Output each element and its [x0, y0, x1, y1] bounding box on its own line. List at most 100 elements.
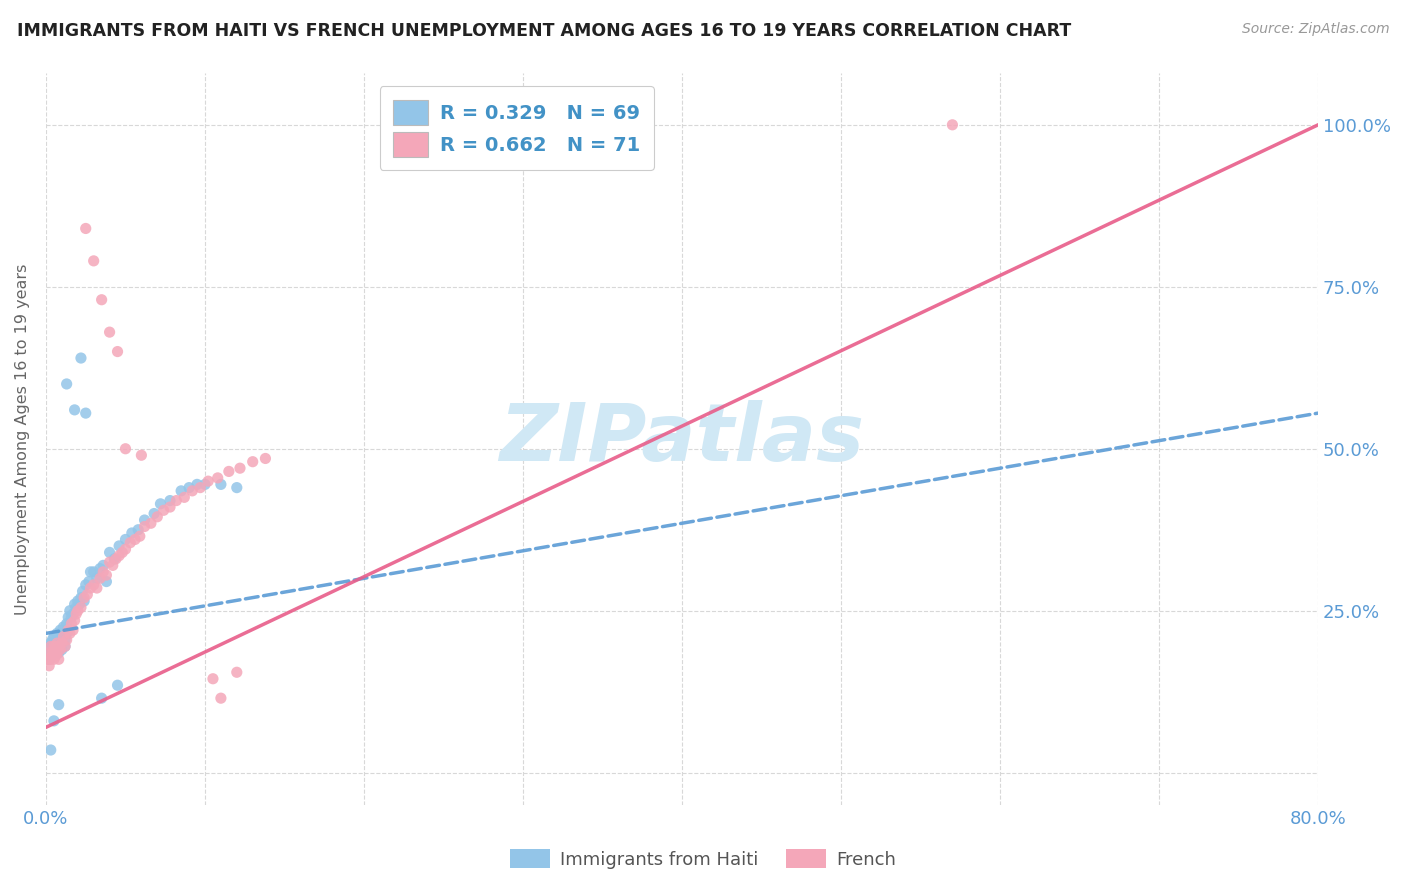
Point — [65, 607, 87, 621]
Point — [173, 491, 195, 505]
Point — [44, 640, 66, 654]
Point — [44, 636, 66, 650]
Point — [48, 632, 70, 647]
Point — [41, 646, 63, 660]
Point — [177, 481, 200, 495]
Point — [76, 588, 98, 602]
Point — [91, 565, 114, 579]
Point — [149, 497, 172, 511]
Legend: Immigrants from Haiti, French: Immigrants from Haiti, French — [502, 842, 904, 876]
Point — [146, 509, 169, 524]
Point — [46, 636, 69, 650]
Point — [79, 581, 101, 595]
Point — [121, 526, 143, 541]
Point — [53, 640, 76, 654]
Point — [38, 652, 60, 666]
Point — [89, 571, 111, 585]
Point — [104, 552, 127, 566]
Point — [46, 646, 69, 660]
Point — [60, 610, 83, 624]
Point — [83, 565, 105, 579]
Point — [134, 513, 156, 527]
Point — [139, 516, 162, 531]
Point — [941, 118, 963, 132]
Point — [67, 597, 90, 611]
Point — [46, 626, 69, 640]
Point — [89, 561, 111, 575]
Point — [98, 545, 121, 559]
Point — [134, 519, 156, 533]
Point — [44, 649, 66, 664]
Point — [108, 539, 131, 553]
Point — [83, 578, 105, 592]
Point — [111, 545, 134, 559]
Point — [186, 477, 208, 491]
Point — [42, 714, 65, 728]
Point — [63, 403, 86, 417]
Point — [209, 691, 232, 706]
Point — [181, 483, 204, 498]
Point — [225, 481, 247, 495]
Point — [197, 474, 219, 488]
Legend: R = 0.329   N = 69, R = 0.662   N = 71: R = 0.329 N = 69, R = 0.662 N = 71 — [380, 87, 654, 170]
Point — [242, 455, 264, 469]
Point — [42, 652, 65, 666]
Point — [39, 652, 62, 666]
Point — [38, 658, 60, 673]
Point — [58, 623, 80, 637]
Point — [128, 529, 150, 543]
Point — [59, 604, 82, 618]
Point — [75, 221, 97, 235]
Point — [37, 652, 59, 666]
Point — [51, 636, 73, 650]
Point — [107, 678, 129, 692]
Point — [73, 591, 96, 605]
Point — [194, 477, 217, 491]
Point — [51, 642, 73, 657]
Point — [72, 584, 94, 599]
Point — [124, 533, 146, 547]
Point — [58, 610, 80, 624]
Point — [159, 493, 181, 508]
Point — [63, 614, 86, 628]
Point — [53, 632, 76, 647]
Point — [55, 632, 77, 647]
Point — [41, 632, 63, 647]
Point — [131, 448, 153, 462]
Point — [90, 691, 112, 706]
Point — [98, 325, 121, 339]
Point — [66, 594, 89, 608]
Point — [44, 646, 66, 660]
Point — [120, 535, 142, 549]
Point — [52, 630, 75, 644]
Point — [91, 558, 114, 573]
Point — [63, 597, 86, 611]
Y-axis label: Unemployment Among Ages 16 to 19 years: Unemployment Among Ages 16 to 19 years — [15, 263, 30, 615]
Point — [39, 743, 62, 757]
Point — [48, 698, 70, 712]
Point — [218, 465, 240, 479]
Point — [37, 646, 59, 660]
Text: ZIPatlas: ZIPatlas — [499, 400, 865, 478]
Point — [66, 604, 89, 618]
Point — [201, 672, 224, 686]
Point — [62, 623, 84, 637]
Point — [60, 616, 83, 631]
Point — [41, 642, 63, 657]
Point — [42, 630, 65, 644]
Text: Source: ZipAtlas.com: Source: ZipAtlas.com — [1241, 22, 1389, 37]
Point — [38, 646, 60, 660]
Point — [103, 552, 125, 566]
Point — [90, 293, 112, 307]
Point — [229, 461, 252, 475]
Point — [101, 558, 124, 573]
Point — [70, 591, 93, 605]
Point — [70, 600, 93, 615]
Point — [170, 483, 193, 498]
Point — [165, 493, 187, 508]
Point — [152, 503, 174, 517]
Point — [39, 640, 62, 654]
Point — [75, 578, 97, 592]
Point — [49, 642, 72, 657]
Point — [51, 630, 73, 644]
